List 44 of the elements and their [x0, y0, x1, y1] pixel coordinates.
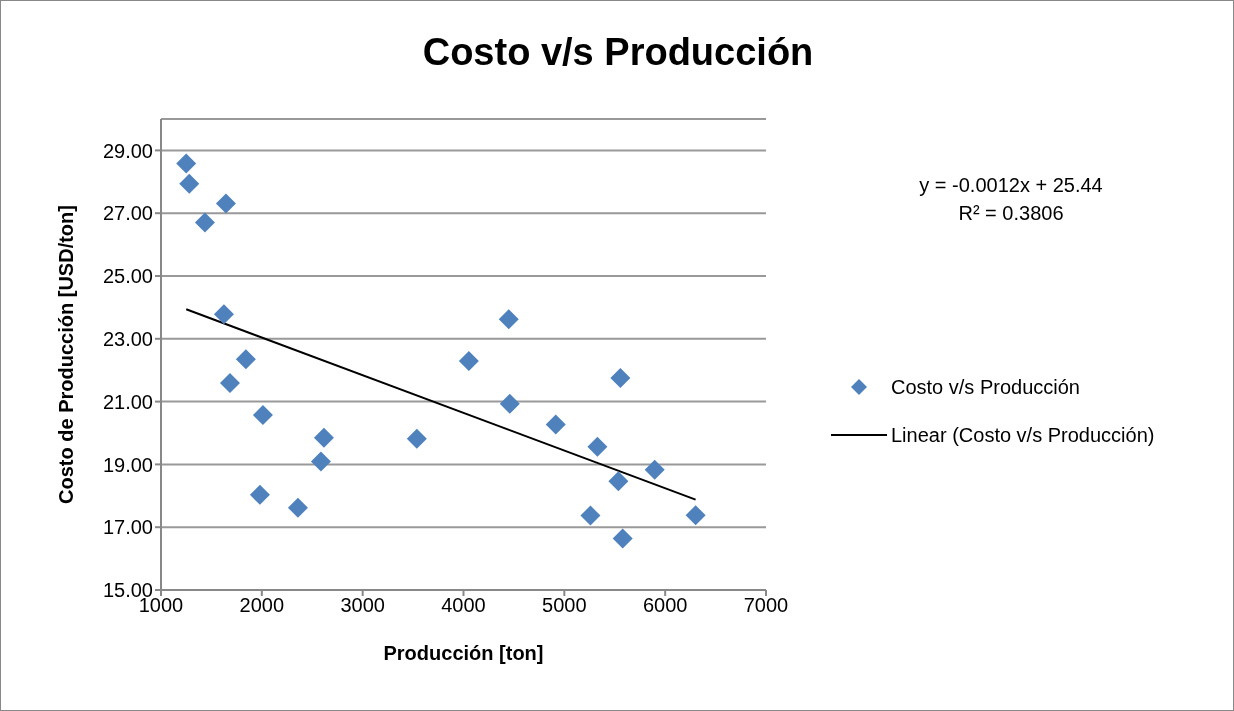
point	[249, 484, 270, 505]
point	[310, 451, 331, 472]
point	[685, 505, 706, 526]
x-axis-title: Producción [ton]	[383, 642, 544, 664]
text: R² = 0.3806	[957, 201, 1065, 226]
point	[612, 528, 633, 549]
point	[235, 349, 256, 370]
point	[644, 459, 665, 480]
legend-label: Costo v/s Producción	[891, 375, 1080, 399]
point	[587, 436, 608, 457]
point	[608, 471, 629, 492]
chart-title: Costo v/s Producción	[421, 31, 815, 74]
point	[194, 212, 215, 233]
point	[498, 309, 519, 330]
point	[215, 193, 236, 214]
point	[219, 373, 240, 394]
x-tick-label: 4000	[441, 594, 486, 617]
y-tick-label: 23.00	[102, 327, 153, 350]
y-tick-label: 27.00	[102, 202, 153, 225]
y-tick-label: 25.00	[102, 265, 153, 288]
y-tick-label: 19.00	[102, 453, 153, 476]
x-tick-label: 3000	[340, 594, 385, 617]
point	[610, 368, 631, 389]
point	[458, 351, 479, 372]
legend-label: Linear (Costo v/s Producción)	[891, 423, 1155, 447]
point	[545, 414, 566, 435]
point	[406, 428, 427, 449]
y-axis-title: Costo de Producción [USD/ton]	[55, 205, 78, 504]
y-tick-label: 21.00	[102, 390, 153, 413]
x-tick-label: 5000	[542, 594, 587, 617]
x-tick-label: 2000	[239, 594, 285, 617]
point	[499, 393, 520, 414]
point	[176, 153, 197, 174]
point	[179, 173, 200, 194]
y-tick-label: 29.00	[102, 139, 153, 162]
point	[252, 405, 273, 426]
point	[287, 497, 308, 518]
point	[580, 505, 601, 526]
x-tick-label: 6000	[642, 594, 688, 617]
text: y = -0.0012x + 25.44	[918, 173, 1104, 198]
point	[313, 427, 334, 448]
x-tick-label: 7000	[743, 594, 789, 617]
y-tick-label: 17.00	[102, 516, 153, 539]
point	[213, 304, 234, 325]
